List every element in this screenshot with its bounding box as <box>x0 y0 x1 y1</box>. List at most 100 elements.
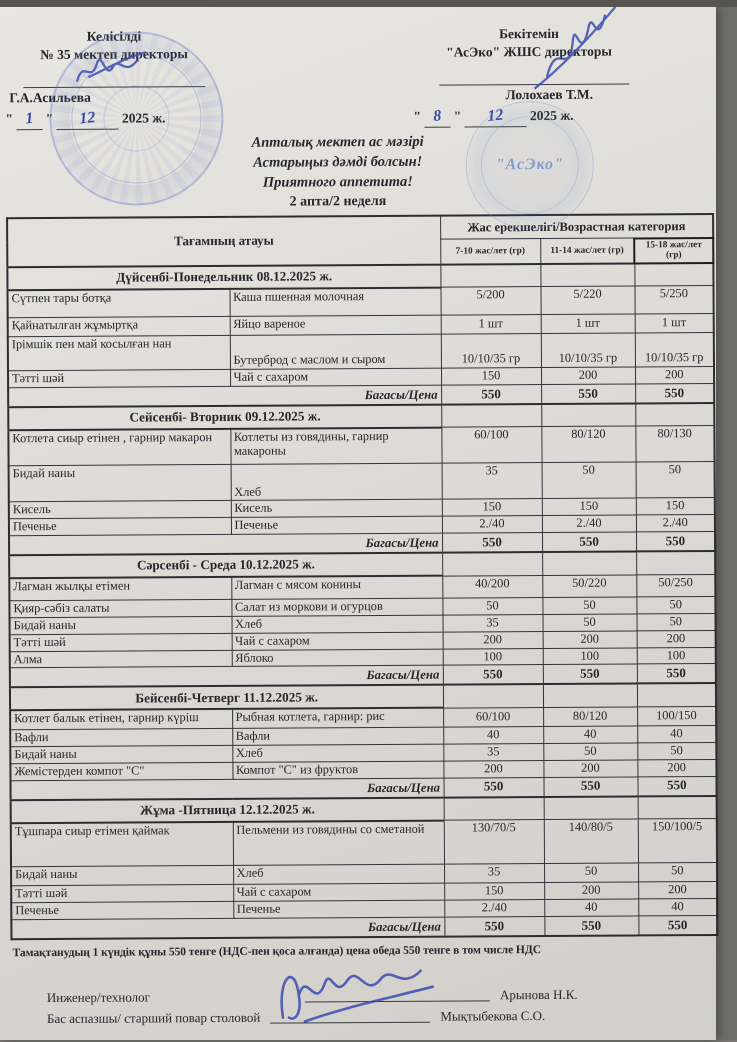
dish-name-kk: Жемістерден компот "С" <box>10 762 233 781</box>
dish-name-kk: Қайнатылған жұмыртқа <box>7 316 230 337</box>
day-header: Дүйсенбі-Понедельник 08.12.2025 ж. <box>7 264 441 290</box>
empty-cell <box>440 263 541 288</box>
dish-name-kk: Печенье <box>11 901 234 920</box>
sign-row-chef: Бас аспазшы/ старший повар столовой Мықт… <box>47 1002 647 1027</box>
price-label: Багасы/Цена <box>9 533 443 556</box>
dish-name-kk: Сүтпен тары ботқа <box>7 288 230 318</box>
week-number: 2 апта/2 неделя <box>289 194 387 210</box>
agreed-label: Келісілді <box>86 28 142 44</box>
chef-name: Мықтыбекова С.О. <box>440 1008 546 1024</box>
portion-value: 40 <box>544 899 639 917</box>
dish-name-ru: Хлеб <box>230 463 442 501</box>
date-line-left: " 1 " 12 2025 ж. <box>5 108 223 131</box>
dish-name-kk: Тәтті шәй <box>9 633 232 652</box>
portion-value: 40 <box>543 725 638 744</box>
portion-value: 100 <box>636 646 716 665</box>
age-category-header: Жас ерекшелігі/Возрастная категория <box>440 213 714 240</box>
dish-name-kk: Алма <box>9 649 232 669</box>
price-label: Багасы/Цена <box>9 665 443 688</box>
menu-table-body: Дүйсенбі-Понедельник 08.12.2025 ж. Сүтпен… <box>7 262 718 940</box>
dish-name-ru: Салат из моркови и огурцов <box>231 597 443 617</box>
empty-cell <box>441 403 542 428</box>
empty-cell <box>543 796 638 820</box>
portion-value: 150 <box>440 367 542 386</box>
director-name: Г.А.Асильева <box>9 89 91 106</box>
price-value: 550 <box>444 916 545 937</box>
dish-row: Котлета сиыр етінен , гарнир макарон Котл… <box>8 425 715 467</box>
age-col-7-10: 7-10 жас/лет (гр) <box>440 238 541 265</box>
empty-cell <box>635 402 715 427</box>
portion-value: 5/250 <box>634 285 714 315</box>
dish-name-kk: Бидай наны <box>9 616 232 635</box>
price-value: 550 <box>637 776 717 797</box>
price-label: Багасы/Цена <box>8 385 442 408</box>
portion-value: 200 <box>542 630 637 649</box>
portion-value: 50 <box>542 613 637 632</box>
portion-value: 150 <box>635 497 715 516</box>
empty-cell <box>634 262 714 287</box>
price-value: 550 <box>636 663 716 684</box>
dish-name-kk: Вафли <box>10 728 233 747</box>
price-value: 550 <box>443 777 544 798</box>
dish-name-ru: Рыбная котлета, гарнир: рис <box>232 708 444 729</box>
portion-value: 50 <box>543 742 638 761</box>
portion-value: 40 <box>638 898 718 917</box>
price-value: 550 <box>442 532 543 553</box>
portion-value: 200 <box>634 366 715 384</box>
dish-name-ru: Печенье <box>233 900 445 919</box>
empty-cell <box>636 551 716 575</box>
portion-value: 200 <box>544 882 639 900</box>
portion-value: 200 <box>636 630 716 648</box>
portion-value: 200 <box>543 759 638 778</box>
portion-value: 35 <box>444 863 545 884</box>
dish-name-ru: Лагман с мясом конины <box>231 575 443 600</box>
document-content: "АсЭко" Келісілді № 35 мектеп директоры <box>0 4 721 1042</box>
empty-cell <box>542 551 637 576</box>
dish-name-ru: Яблоко <box>231 648 443 667</box>
dish-name-kk: Котлета сиыр етінен , гарнир макарон <box>8 428 231 467</box>
price-value: 550 <box>541 383 636 404</box>
dish-name-ru: Пельмени из говядины со сметаной <box>232 820 445 866</box>
menu-table: Тағамның атауы Жас ерекшелігі/Возрастная… <box>6 212 719 941</box>
portion-value: 50 <box>442 597 543 615</box>
portion-value: 40 <box>443 726 544 744</box>
portion-value: 50 <box>636 613 716 631</box>
price-label: Багасы/Цена <box>10 777 444 800</box>
portion-value: 150 <box>541 498 636 516</box>
dish-name-ru: Компот "С" из фруктов <box>232 760 444 780</box>
empty-cell <box>637 795 717 820</box>
price-value: 550 <box>543 776 638 797</box>
approval-right-block: Бекітемін "АсЭко" ЖШС директоры Лолохаев… <box>399 6 660 129</box>
handwritten-month: 12 <box>486 106 505 125</box>
dish-name-ru: Кисель <box>230 499 442 518</box>
portion-value: 50 <box>636 596 716 614</box>
document-paper: "АсЭко" Келісілді № 35 мектеп директоры <box>0 6 719 1040</box>
dish-name-ru: Яйцо вареное <box>229 315 441 336</box>
dish-name-ru: Печенье <box>230 516 443 535</box>
dish-name-kk: Тұшпара сиыр етімен қаймак <box>10 821 234 867</box>
price-value: 550 <box>442 664 543 686</box>
dish-name-ru: Хлеб <box>233 864 445 885</box>
portion-value: 50/220 <box>542 574 637 598</box>
chef-label: Бас аспазшы/ старший повар столовой <box>46 1009 261 1027</box>
dish-name-kk: Тәтті шәй <box>7 369 231 388</box>
dish-name-ru: Вафли <box>232 727 444 746</box>
empty-cell <box>541 403 636 427</box>
year-label: 2025 ж. <box>121 109 166 126</box>
dish-name-ru: Чай с сахаром <box>229 368 442 387</box>
dish-name-ru: Хлеб <box>232 743 444 763</box>
portion-value: 200 <box>443 760 544 778</box>
menu-title-kk: Апталық мектеп ас мәзірі <box>251 134 424 152</box>
portion-value: 50 <box>541 462 636 499</box>
portion-value: 140/80/5 <box>543 819 639 864</box>
portion-value: 1 шт <box>440 314 541 335</box>
engineer-name: Арынова Н.К. <box>499 986 578 1003</box>
signature-line-right <box>439 6 630 90</box>
price-label: Багасы/Цена <box>11 917 445 940</box>
portion-value: 150 <box>444 882 545 901</box>
dish-row: Бидай наны Хлеб 35 50 50 <box>8 461 715 503</box>
approval-left-block: Келісілді № 35 мектеп директоры Г.А.Асил… <box>5 27 224 131</box>
dish-name-header: Тағамның атауы <box>7 215 441 267</box>
dish-name-kk: Бидай наны <box>10 745 233 764</box>
director-name: Лолохаев Т.М. <box>505 86 594 103</box>
